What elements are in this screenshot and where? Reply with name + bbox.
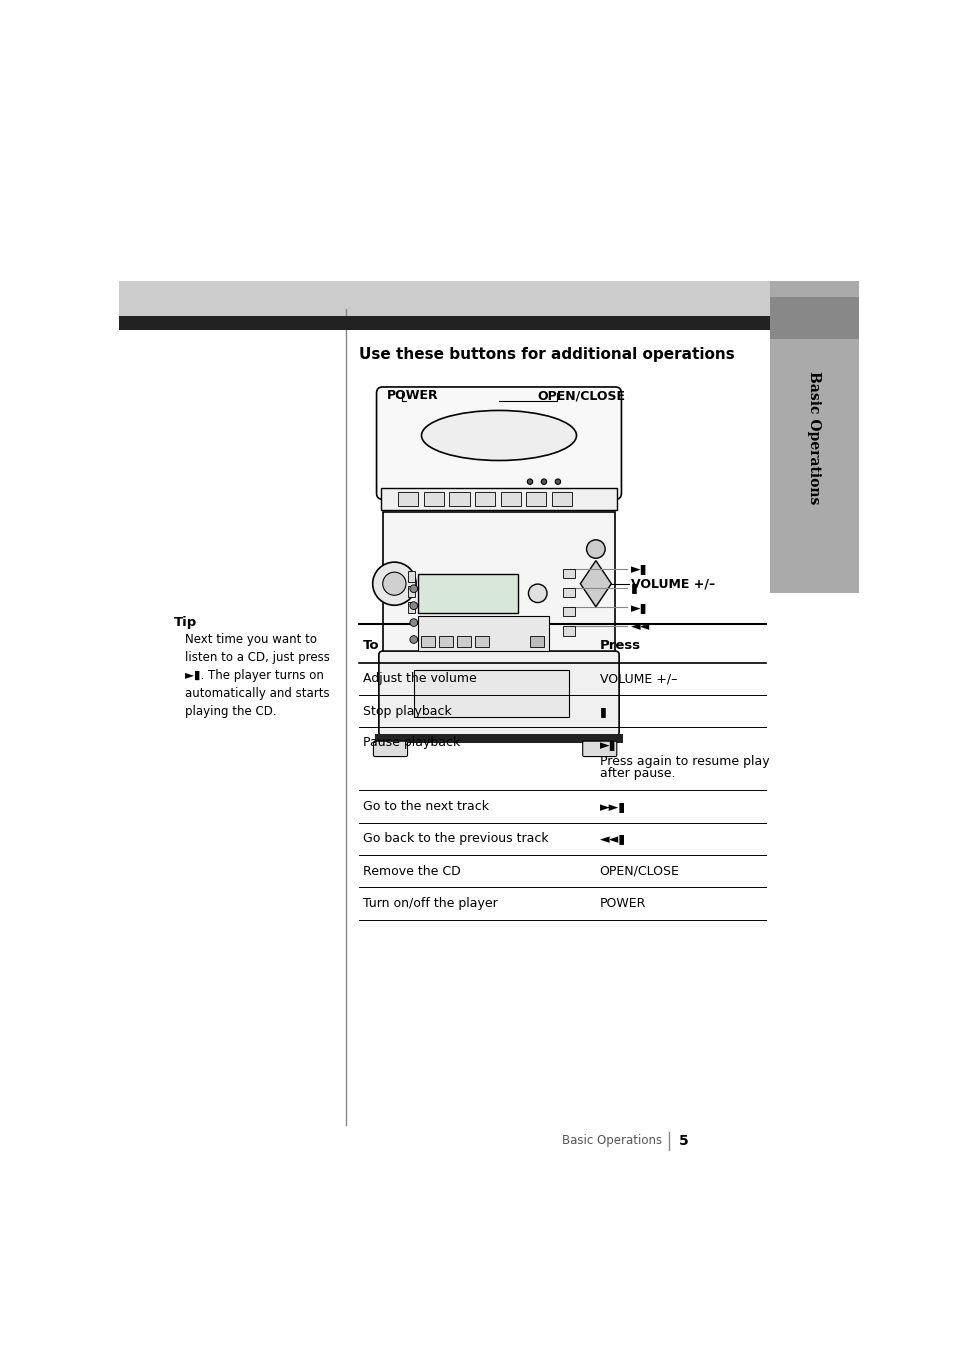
Text: Use these buttons for additional operations: Use these buttons for additional operati… bbox=[359, 347, 735, 362]
Text: ◄◄▮: ◄◄▮ bbox=[599, 832, 625, 846]
Text: ►▮: ►▮ bbox=[599, 738, 616, 751]
Circle shape bbox=[410, 585, 417, 593]
Bar bbox=[475, 636, 488, 647]
Text: Adjust the volume: Adjust the volume bbox=[363, 673, 476, 685]
Bar bbox=[500, 493, 520, 507]
Bar bbox=[562, 627, 575, 636]
FancyBboxPatch shape bbox=[582, 742, 617, 757]
Bar bbox=[439, 636, 453, 647]
Circle shape bbox=[373, 562, 416, 605]
Bar bbox=[119, 316, 769, 330]
Text: ▮: ▮ bbox=[599, 705, 606, 717]
Text: OPEN/CLOSE: OPEN/CLOSE bbox=[537, 389, 625, 403]
Text: Basic Operations: Basic Operations bbox=[561, 1135, 661, 1147]
Text: ►▮: ►▮ bbox=[630, 562, 646, 576]
Ellipse shape bbox=[421, 411, 576, 461]
Text: To: To bbox=[363, 639, 379, 653]
Text: ►►▮: ►►▮ bbox=[599, 800, 625, 813]
Bar bbox=[449, 493, 469, 507]
Text: Press again to resume play: Press again to resume play bbox=[599, 755, 768, 767]
Bar bbox=[562, 588, 575, 597]
Text: ►▮: ►▮ bbox=[630, 601, 646, 613]
Circle shape bbox=[528, 584, 546, 603]
Text: Go to the next track: Go to the next track bbox=[363, 800, 489, 813]
Text: OPEN/CLOSE: OPEN/CLOSE bbox=[599, 865, 679, 878]
Text: Tip: Tip bbox=[173, 616, 196, 630]
Bar bbox=[421, 636, 435, 647]
Text: VOLUME +/–: VOLUME +/– bbox=[630, 577, 714, 590]
Bar bbox=[456, 636, 471, 647]
Text: VOLUME +/–: VOLUME +/– bbox=[599, 673, 677, 685]
Bar bbox=[530, 636, 543, 647]
Circle shape bbox=[527, 480, 532, 485]
FancyBboxPatch shape bbox=[373, 742, 407, 757]
Text: POWER: POWER bbox=[599, 897, 645, 911]
Bar bbox=[525, 493, 546, 507]
Bar bbox=[382, 512, 615, 655]
Circle shape bbox=[586, 540, 604, 558]
Polygon shape bbox=[579, 561, 611, 607]
Bar bbox=[408, 601, 415, 612]
Bar bbox=[417, 574, 517, 612]
Circle shape bbox=[438, 621, 466, 650]
FancyBboxPatch shape bbox=[381, 488, 617, 511]
Text: ◄◄: ◄◄ bbox=[630, 620, 649, 632]
FancyBboxPatch shape bbox=[376, 386, 620, 500]
Text: Go back to the previous track: Go back to the previous track bbox=[363, 832, 548, 846]
Bar bbox=[551, 493, 571, 507]
Circle shape bbox=[410, 601, 417, 609]
Bar bbox=[408, 586, 415, 597]
Text: ▮: ▮ bbox=[630, 581, 637, 594]
Circle shape bbox=[540, 480, 546, 485]
Text: Remove the CD: Remove the CD bbox=[363, 865, 460, 878]
Bar bbox=[408, 571, 415, 582]
Bar bbox=[375, 734, 622, 743]
Bar bbox=[769, 281, 858, 593]
Text: Turn on/off the player: Turn on/off the player bbox=[363, 897, 497, 911]
Bar bbox=[119, 281, 769, 316]
Circle shape bbox=[555, 480, 560, 485]
Bar bbox=[562, 607, 575, 616]
Text: Stop playback: Stop playback bbox=[363, 705, 452, 717]
Bar bbox=[562, 569, 575, 578]
Text: Press: Press bbox=[599, 639, 640, 653]
Bar bbox=[769, 297, 858, 339]
Bar bbox=[475, 493, 495, 507]
Text: Basic Operations: Basic Operations bbox=[806, 370, 821, 504]
Text: after pause.: after pause. bbox=[599, 767, 675, 781]
Text: Pause playback: Pause playback bbox=[363, 736, 460, 750]
Text: POWER: POWER bbox=[386, 389, 437, 403]
FancyBboxPatch shape bbox=[378, 651, 618, 736]
Circle shape bbox=[382, 571, 406, 596]
Bar bbox=[423, 493, 443, 507]
Bar bbox=[397, 493, 418, 507]
Bar bbox=[417, 616, 549, 651]
Circle shape bbox=[410, 619, 417, 627]
Text: 5: 5 bbox=[679, 1133, 688, 1148]
Text: Next time you want to
listen to a CD, just press
►▮. The player turns on
automat: Next time you want to listen to a CD, ju… bbox=[185, 634, 330, 719]
Circle shape bbox=[410, 636, 417, 643]
Bar bbox=[414, 670, 568, 716]
